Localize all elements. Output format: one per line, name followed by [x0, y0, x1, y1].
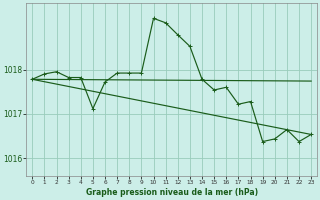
X-axis label: Graphe pression niveau de la mer (hPa): Graphe pression niveau de la mer (hPa) [86, 188, 258, 197]
